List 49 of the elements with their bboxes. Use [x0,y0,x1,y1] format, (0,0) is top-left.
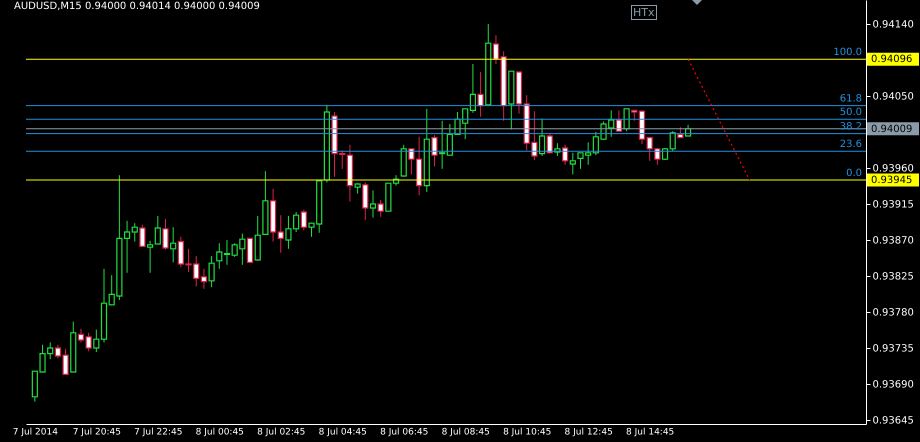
candlestick [624,108,630,132]
annotation: 61.8 [840,94,862,105]
x-tick-label: 8 Jul 14:45 [626,428,674,438]
y-tick-label: 0.93960 [872,164,914,174]
chart-title: AUDUSD,M15 0.94000 0.94014 0.94000 0.94009 [14,1,260,12]
x-tick-label: 8 Jul 04:45 [318,428,367,438]
x-tick-label: 8 Jul 12:45 [564,428,613,438]
candlestick [208,256,215,288]
y-tick-label: 0.94140 [872,20,914,30]
candlestick [538,118,546,156]
ref-line-label: 0.93945 [871,175,912,186]
y-tick-label: 0.94050 [872,92,914,102]
candlestick [300,209,307,231]
y-tick-label: 0.93690 [872,380,914,390]
candlestick [162,218,169,250]
x-tick-label: 7 Jul 22:45 [134,428,182,438]
candlestick [139,224,146,247]
candlestick [354,182,361,194]
candlestick [546,134,553,154]
x-tick-label: 7 Jul 20:45 [72,428,121,438]
candlestick [562,144,568,166]
y-tick-label: 0.93915 [872,200,914,210]
y-tick-label: 0.93780 [872,308,914,318]
annotation: 50.0 [840,107,862,118]
annotation: 0.0 [846,168,862,179]
candlestick [246,238,254,264]
x-tick-label: 7 Jul 2014 [12,428,58,438]
candlestick [570,152,576,175]
annotation: 100.0 [833,47,862,58]
candlestick [431,134,438,167]
x-tick-label: 8 Jul 08:45 [442,428,490,438]
candlestick [170,226,176,263]
candlestick [616,110,622,132]
x-tick-label: 8 Jul 02:45 [257,428,306,438]
candlestick [677,126,684,138]
y-tick-label: 0.93825 [872,272,914,282]
y-tick-label: 0.93645 [872,416,914,426]
annotation: HTx [631,5,657,20]
x-tick-label: 8 Jul 06:45 [380,428,428,438]
x-tick-label: 8 Jul 00:45 [196,428,244,438]
ref-line-label: 0.94096 [871,54,912,66]
y-tick-label: 0.93735 [872,344,914,354]
x-tick-label: 8 Jul 10:45 [503,428,552,438]
ref-line-label: 0.94009 [871,124,912,135]
candlestick [370,190,376,218]
candlestick [362,182,368,220]
y-tick-label: 0.93870 [872,236,914,246]
annotation: 23.6 [840,139,862,150]
candlestick [378,200,384,218]
